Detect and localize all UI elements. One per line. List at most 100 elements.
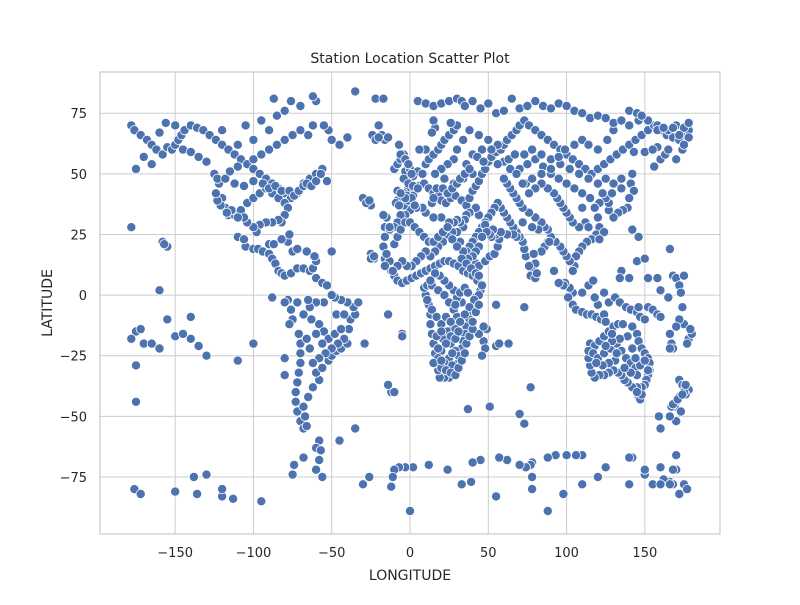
station-point [563,292,574,303]
station-point [616,115,627,126]
station-point [527,484,538,495]
station-point [447,348,458,359]
station-point [594,234,605,245]
station-point [542,452,553,463]
x-tick-label: 100 [554,546,579,561]
station-point [248,176,259,187]
station-point [409,200,420,211]
station-point [290,396,301,407]
station-point [264,144,275,155]
station-point [478,321,489,332]
station-point [425,275,436,286]
station-point [268,239,279,250]
station-point [232,139,243,150]
station-point [292,243,303,254]
station-point [683,117,694,128]
station-point [295,348,306,359]
station-point [315,445,326,456]
station-point [334,435,345,446]
station-point [224,166,235,177]
station-point [238,180,249,191]
station-point [386,481,397,492]
station-point [462,404,473,415]
station-point [459,309,470,320]
station-point [624,479,635,490]
station-point [334,139,345,150]
station-point [256,149,267,160]
x-tick-label: −50 [318,546,345,561]
y-axis-label: LATITUDE [40,269,56,337]
station-point [553,151,564,162]
station-point [387,265,398,276]
station-point [240,120,251,131]
station-point [503,338,514,349]
station-point [524,260,535,271]
station-point [276,234,287,245]
station-point [439,173,450,184]
x-tick-label: −150 [157,546,193,561]
station-point [221,207,232,218]
station-point [633,231,644,242]
station-point [498,105,509,116]
station-point [682,338,693,349]
station-point [436,355,447,366]
station-point [287,469,298,480]
station-point [311,328,322,339]
station-point [339,309,350,320]
station-point [633,302,644,313]
station-point [630,353,641,364]
station-point [440,338,451,349]
station-point [577,202,588,213]
station-point [314,454,325,465]
station-point [154,343,165,354]
station-point [627,343,638,354]
station-point [279,105,290,116]
station-point [519,149,530,160]
station-point [655,479,666,490]
station-point [384,222,395,233]
station-point [404,505,415,516]
station-point [600,316,611,327]
station-point [170,486,181,497]
station-point [553,173,564,184]
station-point [560,144,571,155]
station-point [674,488,685,499]
station-point [663,144,674,155]
station-point [600,340,611,351]
x-tick-label: −100 [236,546,272,561]
station-point [577,108,588,119]
station-point [228,493,239,504]
station-point [608,178,619,189]
station-point [185,311,196,322]
station-point [315,168,326,179]
station-point [406,168,417,179]
station-point [592,178,603,189]
station-point [466,476,477,487]
axes-frame [99,71,721,535]
station-point [589,292,600,303]
station-point [159,239,170,250]
station-point [284,229,295,240]
station-point [154,127,165,138]
y-tick-label: −25 [60,350,87,365]
station-point [567,265,578,276]
station-point [268,93,279,104]
station-point [423,459,434,470]
station-point [528,248,539,259]
station-point [467,96,478,107]
station-point [428,193,439,204]
station-point [130,163,141,174]
station-point [675,406,686,417]
station-point [522,101,533,112]
station-point [442,464,453,475]
station-point [451,144,462,155]
station-point [130,396,141,407]
station-point [639,355,650,366]
station-point [381,248,392,259]
station-point [292,377,303,388]
station-point [295,357,306,368]
station-point [491,299,502,310]
station-point [608,212,619,223]
station-point [135,324,146,335]
station-point [317,362,328,373]
